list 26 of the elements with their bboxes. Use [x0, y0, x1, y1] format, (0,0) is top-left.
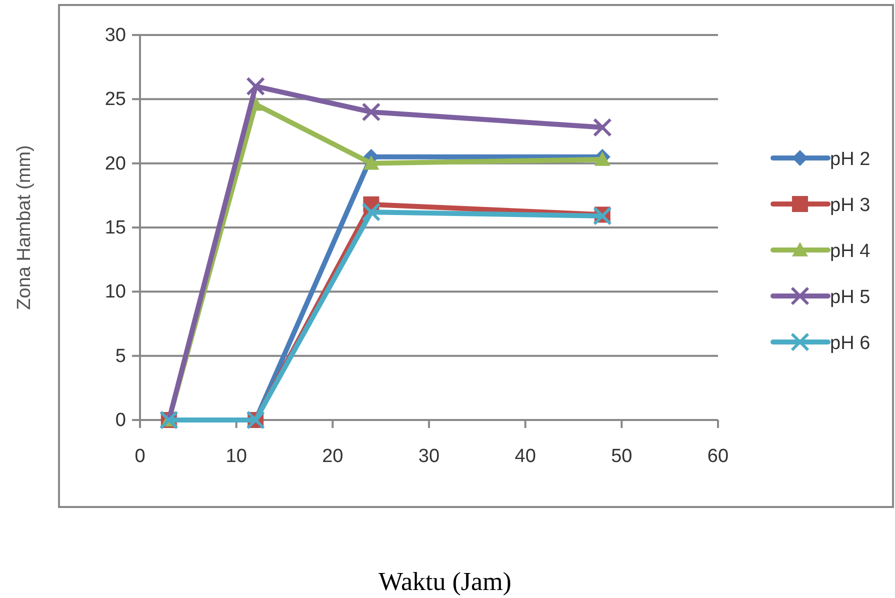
x-tick-label: 0 — [134, 446, 146, 467]
legend-label: pH 6 — [830, 333, 870, 354]
legend-label: pH 2 — [830, 149, 870, 170]
y-tick-label: 30 — [104, 25, 126, 46]
legend-label: pH 3 — [830, 195, 870, 216]
point — [363, 155, 380, 170]
point — [362, 102, 381, 122]
y-tick-label: 15 — [104, 218, 126, 238]
y-tick-label: 5 — [115, 346, 126, 367]
y-axis-title: Zona Hambat (mm) — [14, 145, 35, 310]
point — [246, 76, 266, 96]
point — [592, 118, 612, 137]
x-tick-label: 10 — [226, 446, 247, 467]
y-tick-label: 0 — [115, 410, 126, 431]
y-tick-label: 20 — [104, 153, 126, 174]
legend-label: pH 4 — [830, 241, 871, 262]
x-tick-label: 50 — [611, 446, 632, 467]
y-tick-label: 10 — [104, 282, 126, 303]
x-tick-label: 40 — [514, 446, 536, 467]
x-tick-label: 60 — [707, 446, 729, 467]
x-tick-label: 20 — [322, 446, 344, 467]
x-tick-label: 30 — [418, 446, 440, 467]
x-axis-title: Waktu (Jam) — [378, 567, 512, 596]
legend-label: pH 5 — [830, 287, 870, 308]
y-tick-label: 25 — [104, 89, 126, 110]
point — [362, 202, 381, 222]
